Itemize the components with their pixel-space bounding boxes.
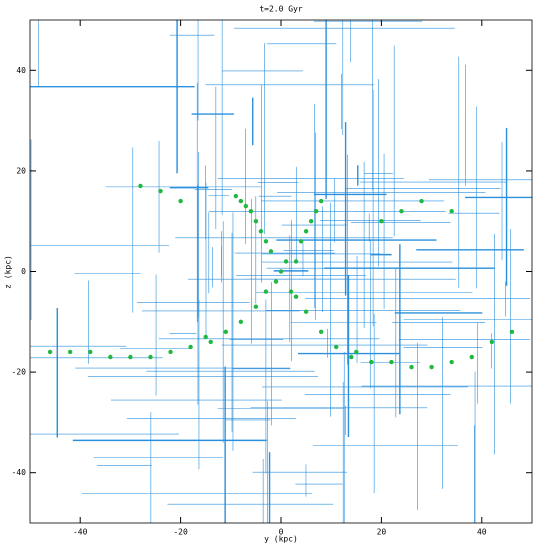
particle — [449, 359, 454, 365]
particle — [469, 354, 474, 360]
particle — [203, 334, 208, 340]
particle — [223, 329, 228, 335]
particle — [208, 339, 213, 345]
particle — [128, 354, 133, 360]
particle — [509, 329, 515, 335]
particle — [168, 349, 173, 355]
y-tick-label: -20 — [12, 368, 27, 377]
particle — [178, 198, 183, 204]
particle — [449, 208, 454, 214]
particle — [258, 229, 264, 234]
particle — [138, 183, 143, 189]
particle — [263, 239, 269, 244]
y-axis-label: z (kpc) — [4, 255, 13, 289]
particle — [293, 294, 299, 299]
particle — [389, 359, 394, 365]
particle — [243, 203, 249, 209]
particle — [489, 339, 495, 345]
x-tick-label: -20 — [173, 528, 188, 537]
particle — [233, 193, 239, 199]
particle — [334, 344, 339, 350]
particle — [313, 208, 319, 214]
particle — [188, 344, 193, 350]
particle — [303, 229, 309, 234]
y-tick-label: 40 — [16, 66, 26, 75]
particle — [354, 349, 359, 355]
particle — [399, 208, 404, 214]
particle — [263, 289, 269, 294]
mesh — [30, 20, 532, 523]
x-axis-label: y (kpc) — [264, 535, 298, 544]
x-tick-label: 40 — [477, 528, 487, 537]
particle — [253, 304, 259, 309]
x-tick-label: -40 — [73, 528, 88, 537]
particle — [308, 219, 314, 224]
chart-title: t=2.0 Gyr — [259, 5, 303, 14]
particle — [419, 198, 424, 204]
particle — [148, 354, 153, 360]
x-tick-label: 0 — [279, 528, 284, 537]
particle — [303, 309, 309, 314]
particle — [273, 279, 279, 284]
particle — [67, 349, 73, 355]
particle — [318, 198, 324, 204]
particle — [278, 269, 284, 274]
particle — [288, 289, 294, 294]
particle — [409, 364, 414, 370]
particle — [379, 219, 384, 224]
particle — [349, 354, 354, 360]
particle — [108, 354, 113, 360]
y-tick-label: -40 — [12, 468, 27, 477]
particle — [158, 188, 163, 194]
particle — [238, 319, 244, 324]
particle — [318, 329, 324, 335]
particle — [268, 249, 274, 254]
points — [47, 183, 515, 370]
particle — [369, 359, 374, 365]
particle — [429, 364, 434, 370]
y-tick-label: 0 — [21, 267, 26, 276]
particle — [88, 349, 93, 355]
particle — [248, 208, 254, 214]
y-tick-label: 20 — [16, 166, 26, 175]
particle — [293, 259, 299, 264]
particle — [238, 198, 244, 204]
x-tick-label: 20 — [377, 528, 387, 537]
particle — [283, 259, 289, 264]
particle — [253, 219, 259, 224]
particle — [47, 349, 53, 355]
particle — [298, 239, 304, 244]
